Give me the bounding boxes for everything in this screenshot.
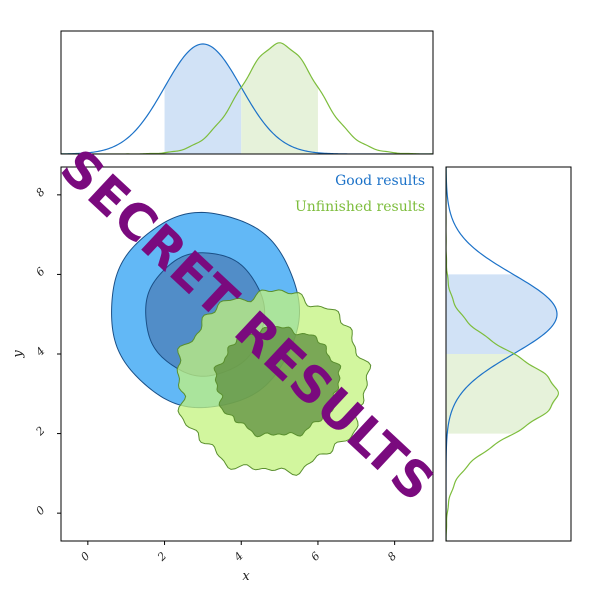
y-tick-label-0: 0 [33, 504, 47, 518]
top-marginal-frame [60, 30, 434, 155]
top-shade-unfinished [241, 44, 318, 154]
legend-entry-good: Good results [335, 173, 425, 189]
x-tick-label-4: 4 [231, 549, 246, 564]
right-marginal-panel [445, 166, 572, 542]
legend-entry-unfinished: Unfinished results [295, 199, 425, 215]
top-shade-good [164, 44, 242, 154]
y-axis-label: y [11, 350, 26, 359]
right-shade-unfinished [446, 354, 557, 434]
joint-panel: 0 2 4 6 8 0 2 4 6 8 x y Good results Unfinished … [11, 166, 434, 584]
x-tick-label-6: 6 [308, 549, 322, 563]
contour-unfinished-inner [213, 326, 342, 438]
right-marginal-frame [445, 166, 572, 542]
top-marginal-panel [60, 30, 434, 155]
x-tick-label-0: 0 [78, 549, 92, 563]
y-tick-label-8: 8 [33, 185, 47, 199]
x-axis-label: x [242, 569, 250, 584]
x-tick-label-2: 2 [154, 549, 169, 564]
y-tick-label-2: 2 [33, 424, 48, 439]
right-shade-good [446, 274, 557, 354]
y-tick-label-4: 4 [33, 344, 48, 359]
y-tick-label-6: 6 [33, 265, 47, 279]
right-curve-unfinished [446, 167, 559, 541]
legend: Good results Unfinished results [295, 173, 425, 215]
x-tick-label-8: 8 [385, 549, 399, 563]
